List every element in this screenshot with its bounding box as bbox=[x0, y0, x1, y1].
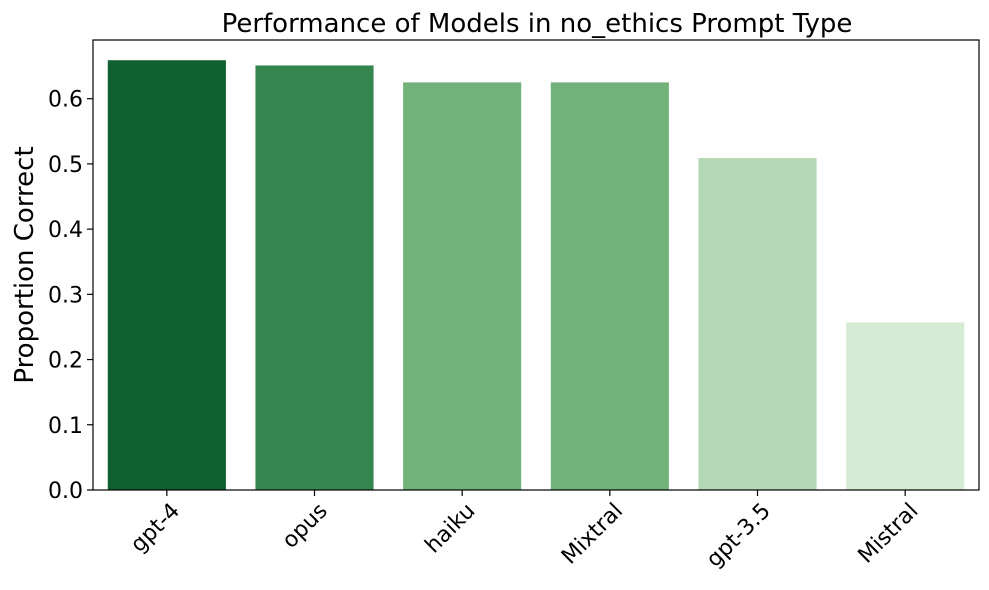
y-tick-label: 0.6 bbox=[48, 88, 83, 113]
x-ticks-group: gpt-4 opus haiku Mixtral gpt-3.5 Mistral bbox=[126, 490, 923, 572]
x-tick-label: opus bbox=[278, 499, 333, 554]
y-tick-label: 0.2 bbox=[48, 349, 83, 374]
x-tick-label: haiku bbox=[421, 499, 481, 559]
y-axis-label: Proportion Correct bbox=[10, 146, 40, 383]
y-tick-label: 0.0 bbox=[48, 479, 83, 504]
bar-haiku bbox=[403, 82, 522, 491]
bar-mistral bbox=[846, 322, 965, 490]
bar-mixtral bbox=[550, 82, 669, 491]
bar-gpt-3-5 bbox=[698, 158, 817, 491]
bar-gpt-4 bbox=[107, 60, 226, 490]
plot-frame bbox=[92, 39, 980, 491]
bar-opus bbox=[255, 65, 374, 490]
x-tick-label: gpt-4 bbox=[126, 499, 185, 558]
y-tick-label: 0.5 bbox=[48, 153, 83, 178]
chart-title: Performance of Models in no_ethics Promp… bbox=[222, 9, 853, 39]
y-tick-label: 0.4 bbox=[48, 218, 83, 243]
y-tick-label: 0.3 bbox=[48, 283, 83, 308]
bars-group bbox=[107, 60, 965, 491]
y-tick-label: 0.1 bbox=[48, 414, 83, 439]
y-ticks-group: 0.0 0.1 0.2 0.3 0.4 0.5 0.6 bbox=[48, 88, 93, 504]
x-tick-label: Mixtral bbox=[557, 499, 628, 570]
x-tick-label: Mistral bbox=[854, 499, 924, 569]
x-tick-label: gpt-3.5 bbox=[702, 499, 776, 573]
